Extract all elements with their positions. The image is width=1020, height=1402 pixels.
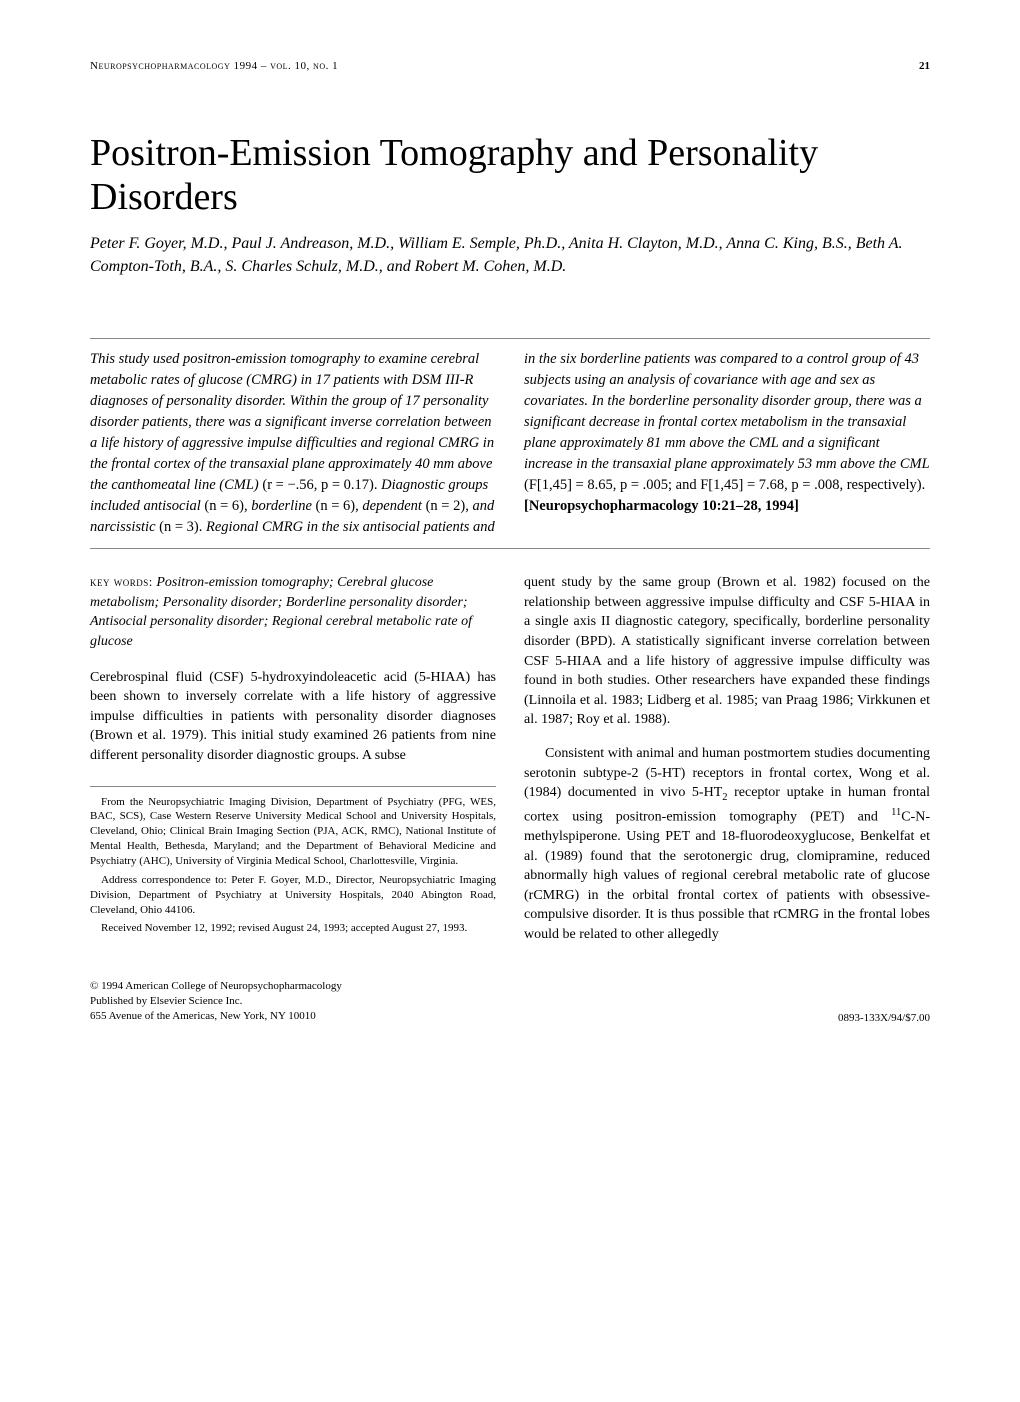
abstract-text: , borderline (244, 498, 316, 514)
issn-line: 0893-133X/94/$7.00 (838, 1012, 930, 1024)
abstract-text: , dependent (355, 498, 425, 514)
correspondence-line: Address correspondence to: Peter F. Goye… (90, 873, 496, 918)
body-paragraph: quent study by the same group (Brown et … (524, 573, 930, 730)
abstract-stat: (n = 6) (316, 498, 356, 514)
body-text: Cerebrospinal fluid (CSF) 5-hydroxyindol… (90, 670, 496, 763)
article-title: Positron-Emission Tomography and Persona… (90, 132, 930, 219)
keywords: key words: Positron-emission tomography;… (90, 573, 496, 651)
keywords-label: key words: (90, 574, 153, 589)
copyright-block: © 1994 American College of Neuropsychoph… (90, 979, 342, 1024)
body: key words: Positron-emission tomography;… (90, 573, 930, 949)
running-head: Neuropsychopharmacology 1994 – vol. 10, … (90, 60, 930, 72)
address-line: 655 Avenue of the Americas, New York, NY… (90, 1009, 342, 1024)
rule-bottom (90, 548, 930, 549)
body-paragraph: Consistent with animal and human postmor… (524, 744, 930, 944)
copyright-line: © 1994 American College of Neuropsychoph… (90, 979, 342, 994)
superscript: 11 (891, 807, 901, 818)
abstract-stat: (r = −.56, p = 0.17). (262, 477, 377, 493)
affiliations: From the Neuropsychiatric Imaging Divisi… (90, 786, 496, 937)
abstract-text: This study used positron-emission tomogr… (90, 351, 494, 493)
affiliation-line: From the Neuropsychiatric Imaging Divisi… (90, 795, 496, 869)
abstract-stat: (n = 2) (426, 498, 466, 514)
publisher-line: Published by Elsevier Science Inc. (90, 994, 342, 1009)
page-footer: © 1994 American College of Neuropsychoph… (90, 979, 930, 1024)
body-text: C-N-methylspiperone. Using PET and 18-fl… (524, 809, 930, 942)
abstract-stat: (n = 3). (159, 519, 202, 535)
abstract-stat: (n = 6) (204, 498, 244, 514)
journal-issue: Neuropsychopharmacology 1994 – vol. 10, … (90, 60, 338, 72)
rule-top (90, 338, 930, 339)
author-list: Peter F. Goyer, M.D., Paul J. Andreason,… (90, 233, 930, 278)
abstract-citation: [Neuropsychopharmacology 10:21–28, 1994] (524, 498, 799, 514)
abstract-stat: (F[1,45] = 8.65, p = .005; and F[1,45] =… (524, 477, 925, 493)
body-text: quent study by the same group (Brown et … (524, 575, 930, 727)
dates-line: Received November 12, 1992; revised Augu… (90, 921, 496, 936)
abstract: This study used positron-emission tomogr… (90, 349, 930, 538)
body-paragraph: Cerebrospinal fluid (CSF) 5-hydroxyindol… (90, 668, 496, 766)
page-number: 21 (919, 60, 930, 72)
